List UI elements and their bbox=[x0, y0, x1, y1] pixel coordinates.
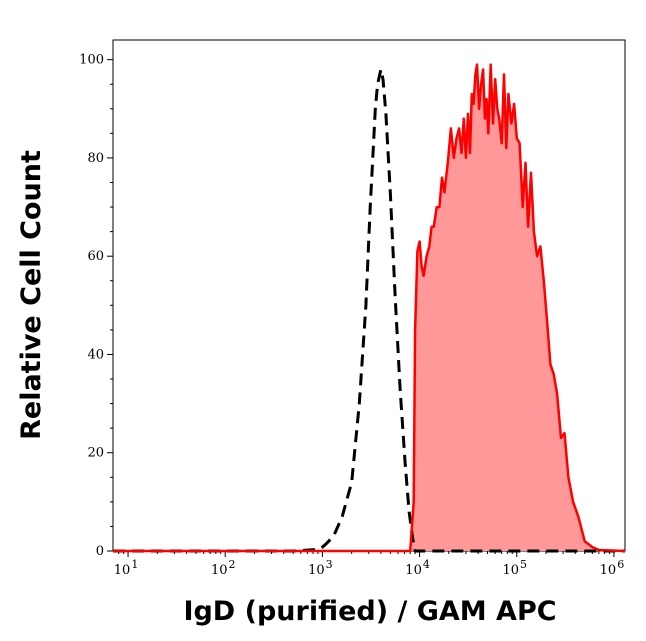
x-tick-label: 106 bbox=[600, 558, 625, 578]
y-tick-label: 60 bbox=[87, 249, 104, 264]
x-tick-label: 105 bbox=[502, 558, 527, 578]
stained-area-fill bbox=[113, 64, 625, 551]
x-tick-label: 101 bbox=[114, 558, 139, 578]
stained-outline bbox=[113, 63, 626, 553]
x-axis-ticks: 101 102 103 104 105 106 bbox=[114, 551, 624, 578]
y-tick-label: 0 bbox=[96, 544, 104, 559]
y-axis-ticks: 0 20 40 60 80 100 bbox=[79, 53, 113, 559]
series-layer bbox=[113, 63, 626, 553]
x-axis-label: IgD (purified) / GAM APC bbox=[183, 596, 556, 627]
x-tick-label: 103 bbox=[308, 558, 333, 578]
x-tick-label: 102 bbox=[211, 558, 236, 578]
x-tick-label: 104 bbox=[405, 558, 430, 578]
y-tick-label: 100 bbox=[79, 53, 104, 68]
control-dashed-line bbox=[113, 68, 625, 553]
y-tick-label: 80 bbox=[87, 151, 104, 166]
y-tick-label: 20 bbox=[87, 446, 104, 461]
y-axis-label: Relative Cell Count bbox=[16, 150, 47, 440]
y-tick-label: 40 bbox=[87, 347, 104, 362]
